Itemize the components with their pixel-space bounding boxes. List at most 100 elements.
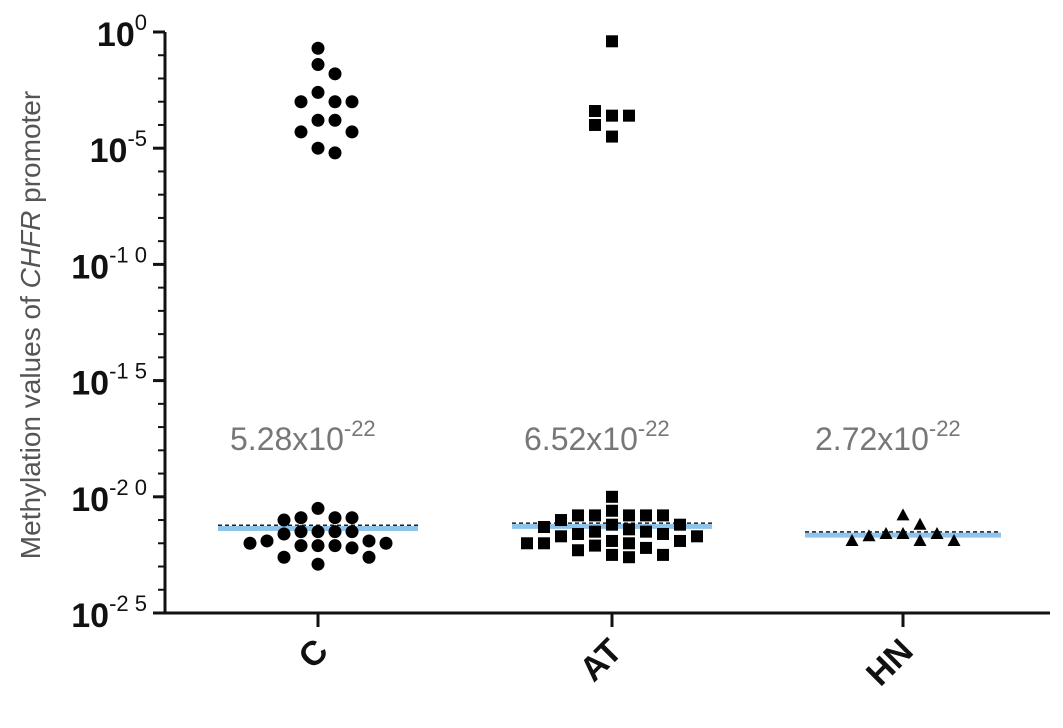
data-point-circle (311, 58, 325, 72)
data-point-square (521, 537, 533, 550)
data-point-circle (328, 146, 342, 160)
data-point-circle (311, 85, 325, 99)
data-point-triangle (913, 533, 927, 546)
annotation-exponent: -22 (344, 416, 376, 441)
y-tick-label: 10-2 0 (71, 475, 147, 519)
annotation-mantissa: 5.28x10 (230, 421, 344, 457)
data-point-circle (345, 511, 359, 525)
data-point-square (623, 551, 635, 564)
data-point-square (538, 521, 550, 534)
data-point-square (657, 548, 669, 561)
data-point-square (640, 525, 652, 538)
data-point-square (555, 530, 567, 543)
data-point-square (589, 118, 601, 131)
data-point-circle (328, 525, 342, 539)
data-point-square (606, 130, 618, 143)
data-point-square (623, 523, 635, 536)
y-tick-base: 10 (71, 248, 109, 286)
y-tick-exponent: -5 (127, 126, 147, 151)
data-point-circle (345, 95, 359, 109)
data-point-square (691, 530, 703, 543)
y-tick-base: 10 (71, 365, 109, 403)
data-point-circle (311, 501, 325, 515)
y-tick-exponent: -2 5 (109, 591, 147, 616)
data-point-circle (243, 536, 257, 550)
annotation-exponent: -22 (638, 416, 670, 441)
median-value-annotation: 5.28x10-22 (230, 416, 376, 457)
median-value-annotation: 2.72x10-22 (815, 416, 961, 457)
data-point-square (538, 537, 550, 550)
data-point-circle (328, 67, 342, 81)
x-tick-label: HN (859, 632, 921, 694)
data-point-triangle (879, 526, 893, 539)
data-point-square (606, 548, 618, 561)
y-tick-label: 10-5 (90, 126, 147, 170)
annotation-mantissa: 2.72x10 (815, 421, 929, 457)
data-point-circle (294, 539, 308, 553)
data-point-circle (277, 527, 291, 541)
data-point-square (606, 534, 618, 547)
data-point-square (589, 525, 601, 538)
data-point-circle (311, 525, 325, 539)
data-point-triangle (913, 517, 927, 530)
y-tick-base: 10 (90, 132, 128, 170)
data-point-square (623, 509, 635, 522)
data-point-square (674, 518, 686, 531)
data-point-circle (328, 95, 342, 109)
data-point-square (674, 534, 686, 547)
data-point-triangle (930, 526, 944, 539)
data-point-square (623, 537, 635, 550)
data-point-circle (277, 550, 291, 564)
data-point-triangle (896, 526, 910, 539)
y-tick-base: 10 (71, 481, 109, 519)
data-point-square (606, 504, 618, 517)
data-point-circle (362, 534, 376, 548)
data-point-circle (379, 536, 393, 550)
data-point-circle (328, 511, 342, 525)
data-point-square (623, 109, 635, 122)
data-point-square (606, 35, 618, 48)
data-point-circle (294, 125, 308, 139)
data-point-square (640, 541, 652, 554)
annotations: 5.28x10-22 6.52x10-22 2.72x10-22 (230, 416, 961, 457)
data-point-circle (311, 113, 325, 127)
data-point-square (589, 539, 601, 552)
y-tick-exponent: -1 0 (109, 242, 147, 267)
y-axis-label-suffix: promoter (15, 91, 46, 211)
y-tick-exponent: 0 (135, 10, 147, 35)
data-point-square (606, 109, 618, 122)
data-point-square (606, 490, 618, 503)
median-value-annotation: 6.52x10-22 (524, 416, 670, 457)
data-point-square (572, 509, 584, 522)
y-tick-label: 10-1 5 (71, 359, 147, 403)
data-point-circle (294, 95, 308, 109)
y-tick-label: 100 (97, 10, 147, 54)
data-point-circle (294, 511, 308, 525)
data-point-square (589, 509, 601, 522)
data-point-triangle (947, 533, 961, 546)
data-point-circle (294, 525, 308, 539)
x-tick-label: AT (573, 632, 630, 689)
y-tick-exponent: -2 0 (109, 475, 147, 500)
y-tick-exponent: -1 5 (109, 359, 147, 384)
data-point-circle (345, 541, 359, 555)
data-point-circle (311, 539, 325, 553)
y-tick-base: 10 (71, 597, 109, 635)
y-tick-base: 10 (97, 16, 135, 54)
data-point-circle (277, 513, 291, 527)
y-axis-label: Methylation values of CHFR promoter (15, 91, 46, 559)
data-point-square (572, 527, 584, 540)
y-tick-label: 10-1 0 (71, 242, 147, 286)
data-point-circle (328, 113, 342, 127)
data-point-circle (328, 539, 342, 553)
y-axis-label-group: Methylation values of CHFR promoter (15, 91, 46, 559)
x-ticks: C AT HN (291, 613, 921, 694)
y-axis-label-gene: CHFR (15, 211, 46, 289)
y-axis-label-prefix: Methylation values of (15, 288, 46, 559)
data-point-circle (311, 41, 325, 55)
data-points (243, 35, 961, 571)
annotation-mantissa: 6.52x10 (524, 421, 638, 457)
data-point-circle (345, 525, 359, 539)
